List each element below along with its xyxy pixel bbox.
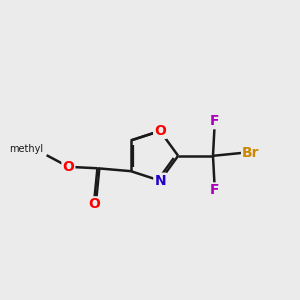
Text: F: F	[210, 183, 219, 197]
Text: F: F	[210, 114, 219, 128]
Text: methyl: methyl	[10, 144, 44, 154]
Text: O: O	[154, 124, 166, 138]
Text: Br: Br	[242, 146, 260, 160]
Text: N: N	[154, 174, 166, 188]
Text: O: O	[88, 197, 101, 211]
Text: O: O	[62, 160, 74, 174]
